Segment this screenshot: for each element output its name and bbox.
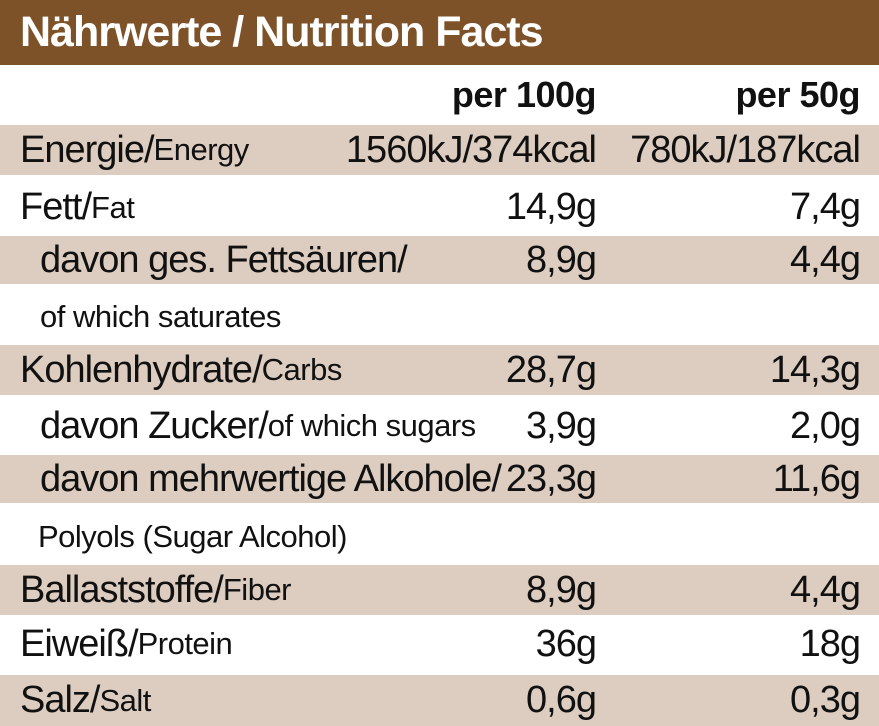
row-fat: Fett/Fat 14,9g 7,4g xyxy=(0,180,879,235)
nutrient-label: Fett/Fat xyxy=(20,186,135,228)
value-per-100g: 23,3g xyxy=(505,457,597,500)
value-per-50g: 0,3g xyxy=(790,679,861,721)
row-polyols-continuation: Polyols (Sugar Alcohol) xyxy=(0,510,879,564)
row-energy: Energie/Energy 1560kJ/374kcal 780kJ/187k… xyxy=(0,125,879,175)
value-per-50g: 14,3g xyxy=(769,348,861,391)
row-fiber: Ballaststoffe/Fiber 8,9g 4,4g xyxy=(0,565,879,615)
value-per-50g: 4,4g xyxy=(790,568,861,611)
row-protein: Eiweiß/Protein 36g 18g xyxy=(0,617,879,671)
value-per-100g: 3,9g xyxy=(526,404,597,447)
nutrient-label: Energie/Energy xyxy=(20,128,249,171)
nutrient-label: Salz/Salt xyxy=(20,679,151,721)
value-per-100g: 36g xyxy=(535,622,597,665)
nutrient-label: Kohlenhydrate/Carbs xyxy=(20,348,342,391)
value-per-50g: 2,0g xyxy=(790,404,861,447)
table-title: Nährwerte / Nutrition Facts xyxy=(0,0,879,65)
row-saturates: davon ges. Fettsäuren/ 8,9g 4,4g xyxy=(0,236,879,284)
row-carbs: Kohlenhydrate/Carbs 28,7g 14,3g xyxy=(0,345,879,395)
nutrient-label: davon mehrwertige Alkohole/ xyxy=(40,457,502,500)
column-header-per-100g: per 100g xyxy=(451,74,597,115)
nutrient-label: davon ges. Fettsäuren/ xyxy=(40,238,408,281)
nutrient-label: davon Zucker/of which sugars xyxy=(40,404,476,447)
nutrient-label-continuation: of which saturates xyxy=(40,299,281,334)
row-salt: Salz/Salt 0,6g 0,3g xyxy=(0,675,879,726)
nutrient-label: Ballaststoffe/Fiber xyxy=(20,568,292,611)
column-header-row: per 100g per 50g xyxy=(0,65,879,125)
value-per-100g: 8,9g xyxy=(526,568,597,611)
nutrient-label: Eiweiß/Protein xyxy=(20,622,233,665)
value-per-100g: 8,9g xyxy=(526,238,597,281)
row-saturates-continuation: of which saturates xyxy=(0,290,879,344)
nutrient-label-continuation: Polyols (Sugar Alcohol) xyxy=(38,519,348,554)
column-header-per-50g: per 50g xyxy=(735,74,860,115)
value-per-100g: 14,9g xyxy=(505,186,597,228)
value-per-100g: 28,7g xyxy=(505,348,597,391)
value-per-50g: 18g xyxy=(799,622,861,665)
row-sugars: davon Zucker/of which sugars 3,9g 2,0g xyxy=(0,400,879,452)
value-per-50g: 780kJ/187kcal xyxy=(630,128,861,171)
value-per-50g: 4,4g xyxy=(790,238,861,281)
value-per-100g: 1560kJ/374kcal xyxy=(345,128,597,171)
value-per-50g: 11,6g xyxy=(772,457,861,500)
value-per-100g: 0,6g xyxy=(526,679,597,721)
value-per-50g: 7,4g xyxy=(790,186,861,228)
row-polyols: davon mehrwertige Alkohole/ 23,3g 11,6g xyxy=(0,455,879,503)
